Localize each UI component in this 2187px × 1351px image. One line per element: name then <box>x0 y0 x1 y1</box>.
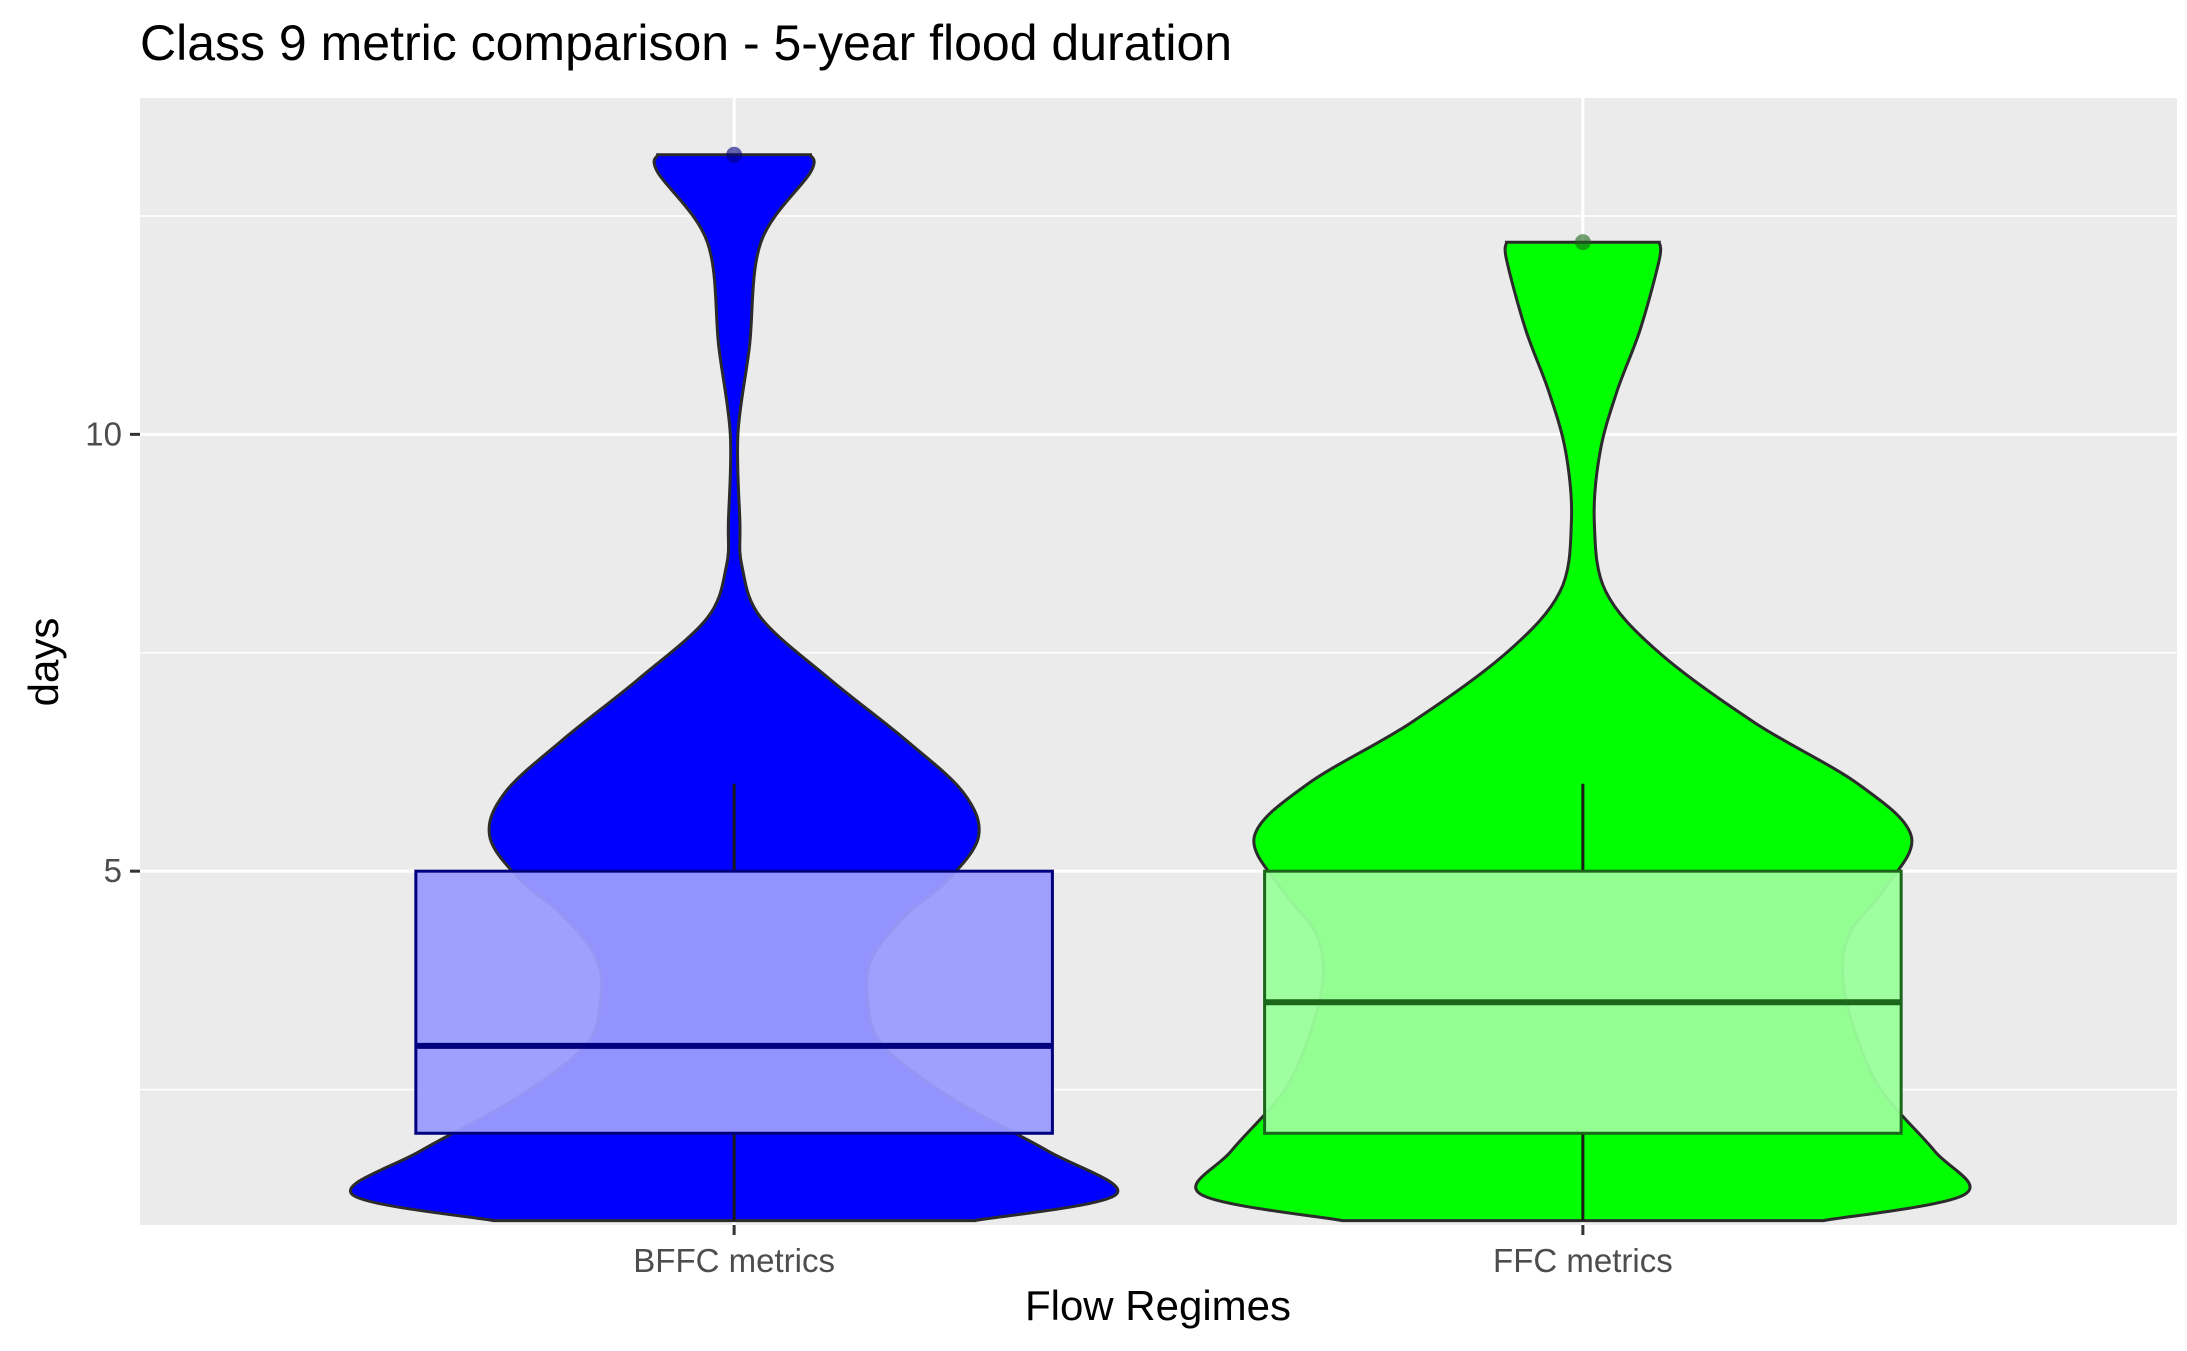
y-tick-label: 5 <box>104 852 122 889</box>
violin-group <box>1194 234 1972 1223</box>
violin-marks <box>348 146 1972 1223</box>
violin-group <box>348 146 1120 1223</box>
outlier-point <box>1574 234 1591 251</box>
axes: 5 10 BFFC metrics FFC metrics <box>85 415 1672 1279</box>
x-tick-label: BFFC metrics <box>633 1242 835 1279</box>
x-axis-title: Flow Regimes <box>1025 1282 1291 1329</box>
y-tick-label: 10 <box>85 415 122 452</box>
y-axis-title: days <box>20 618 67 707</box>
chart-title: Class 9 metric comparison - 5-year flood… <box>140 15 1232 71</box>
x-tick-label: FFC metrics <box>1493 1242 1673 1279</box>
outlier-point <box>726 146 743 163</box>
box-iqr <box>414 869 1054 1135</box>
